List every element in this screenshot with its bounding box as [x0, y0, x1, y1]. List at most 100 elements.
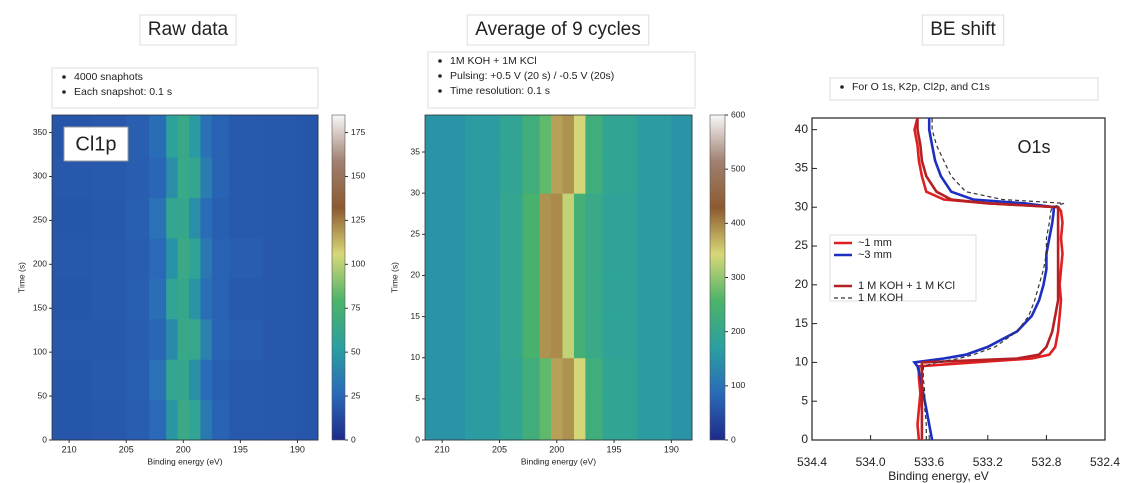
- y-tick-label: 40: [795, 122, 809, 136]
- heat-cell: [166, 157, 179, 199]
- heat-cell: [522, 115, 541, 153]
- y-tick-label: 20: [795, 277, 809, 291]
- heat-cell: [177, 197, 190, 239]
- heat-cell: [602, 275, 638, 318]
- colorbar-tick-label: 50: [351, 346, 361, 356]
- x-tick-label: 210: [435, 444, 450, 454]
- heat-cell: [126, 197, 150, 239]
- heat-cell: [166, 318, 179, 360]
- heat-cell: [200, 115, 213, 158]
- heat-cell: [297, 278, 319, 320]
- heat-cell: [91, 157, 127, 199]
- y-tick-label: 15: [795, 316, 809, 330]
- note: Pulsing: +0.5 V (20 s) / -0.5 V (20s): [450, 70, 614, 82]
- bullet: [840, 85, 844, 89]
- colorbar-tick-label: 300: [731, 272, 745, 282]
- heat-cell: [539, 234, 552, 276]
- y-tick-label: 30: [411, 187, 421, 197]
- colorbar-tick-label: 100: [351, 259, 365, 269]
- heat-cell: [499, 115, 523, 153]
- heat-cell: [573, 152, 586, 194]
- y-tick-label: 15: [411, 311, 421, 321]
- heat-cell: [671, 398, 693, 441]
- notes-box: [427, 51, 696, 109]
- heat-cell: [522, 275, 541, 318]
- heat-cell: [539, 357, 552, 400]
- x-tick-label: 205: [119, 444, 134, 454]
- heat-cell: [297, 197, 319, 239]
- title-box: [466, 14, 650, 46]
- heat-cell: [551, 115, 564, 153]
- x-axis-label: Binding energy (eV): [147, 456, 222, 466]
- heat-cell: [228, 157, 264, 199]
- heat-cell: [602, 357, 638, 400]
- heat-cell: [149, 115, 167, 158]
- heat-cell: [149, 278, 167, 320]
- heat-cell: [602, 115, 638, 153]
- heat-cell: [211, 359, 230, 401]
- heat-cell: [263, 157, 298, 199]
- heat-cell: [539, 115, 552, 153]
- colorbar-tick-label: 600: [731, 109, 745, 119]
- series-line: [912, 118, 1055, 441]
- heat-cell: [573, 398, 586, 441]
- heat-cell: [539, 398, 552, 441]
- x-tick-label: 190: [664, 444, 679, 454]
- heat-cell: [297, 115, 319, 158]
- heat-cell: [200, 157, 213, 199]
- heat-cell: [522, 193, 541, 235]
- heat-cell: [188, 197, 201, 239]
- heat-cell: [228, 278, 264, 320]
- legend-label: ~1 mm: [858, 237, 892, 249]
- heat-cell: [425, 115, 466, 153]
- colorbar: [331, 114, 346, 441]
- colorbar-tick-label: 75: [351, 302, 361, 312]
- heat-cell: [551, 275, 564, 318]
- colorbar-tick-label: 0: [731, 434, 736, 444]
- heat-cell: [562, 234, 575, 276]
- heat-cell: [211, 157, 230, 199]
- heat-cell: [177, 278, 190, 320]
- heat-cell: [91, 278, 127, 320]
- heat-cell: [499, 357, 523, 400]
- heat-cell: [499, 234, 523, 276]
- bullet: [438, 74, 442, 78]
- heat-cell: [166, 237, 179, 279]
- heat-cell: [499, 398, 523, 441]
- heat-cell: [499, 275, 523, 318]
- y-tick-label: 50: [38, 390, 48, 400]
- heat-cell: [551, 152, 564, 194]
- heat-cell: [200, 359, 213, 401]
- heat-cell: [52, 399, 93, 441]
- bullet: [438, 89, 442, 93]
- x-tick-label: 533.6: [914, 455, 944, 469]
- x-tick-label: 210: [62, 444, 77, 454]
- heat-cell: [573, 357, 586, 400]
- heat-cell: [636, 115, 672, 153]
- y-tick-label: 25: [795, 238, 809, 252]
- heat-cell: [585, 234, 604, 276]
- colorbar-tick-label: 400: [731, 218, 745, 228]
- heat-cell: [188, 237, 201, 279]
- heat-cell: [188, 278, 201, 320]
- notes-box: [829, 77, 1099, 101]
- colorbar-tick-label: 0: [351, 434, 356, 444]
- y-tick-label: 5: [415, 393, 420, 403]
- heat-cell: [297, 399, 319, 441]
- heat-cell: [425, 357, 466, 400]
- heat-cell: [636, 152, 672, 194]
- heat-cell: [126, 278, 150, 320]
- heat-cell: [562, 193, 575, 235]
- y-tick-label: 35: [411, 146, 421, 156]
- heat-cell: [425, 152, 466, 194]
- heat-cell: [263, 237, 298, 279]
- heat-cell: [562, 357, 575, 400]
- heat-cell: [211, 318, 230, 360]
- heat-cell: [602, 316, 638, 359]
- legend-label: 1 M KOH + 1 M KCl: [858, 280, 955, 292]
- y-tick-label: 25: [411, 229, 421, 239]
- heat-cell: [297, 318, 319, 360]
- heat-cell: [465, 398, 500, 441]
- heat-cell: [263, 359, 298, 401]
- panel-label: Cl1p: [75, 133, 116, 155]
